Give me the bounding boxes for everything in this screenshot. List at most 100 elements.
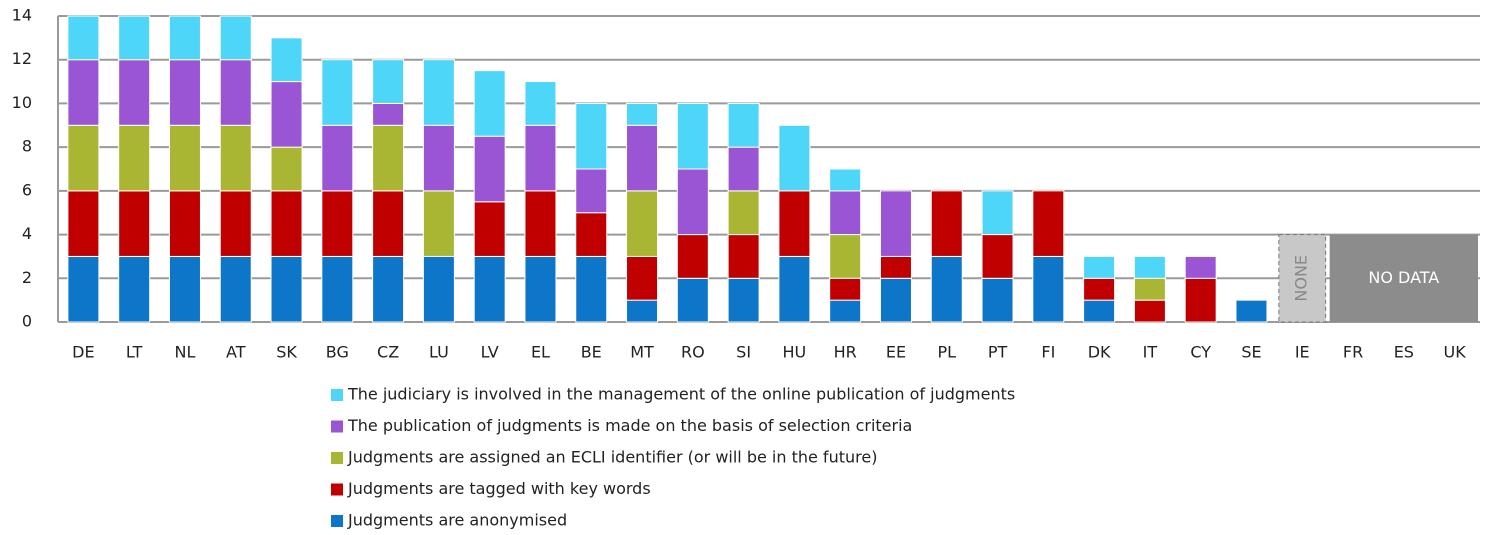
bar-segment (829, 168, 862, 192)
bar-segment (473, 135, 506, 203)
bar-segment (270, 81, 303, 148)
bar-segment (270, 255, 303, 323)
bar-segment (981, 277, 1014, 323)
bar-segment (372, 190, 405, 257)
bar-segment (575, 255, 608, 323)
bar-segment (626, 124, 659, 192)
bar-segment (676, 102, 709, 170)
x-tick-label: CY (1190, 343, 1211, 362)
bar-segment (219, 255, 252, 323)
x-tick-label: DK (1088, 343, 1111, 362)
legend-label: Judgments are anonymised (347, 511, 567, 530)
bar-segment (829, 299, 862, 323)
x-tick-label: SK (276, 343, 297, 362)
x-tick-label: FR (1343, 343, 1363, 362)
x-tick-label: EE (886, 343, 906, 362)
bar-segment (879, 255, 912, 279)
bar-segment (1184, 255, 1217, 279)
bar-segment (219, 59, 252, 126)
x-tick-label: ES (1394, 343, 1414, 362)
bar-segment (727, 277, 760, 323)
bar-segment (321, 190, 354, 257)
x-tick-label: UK (1444, 343, 1467, 362)
x-tick-label: LU (429, 343, 449, 362)
bar-segment (575, 168, 608, 214)
bar-segment (676, 168, 709, 236)
x-tick-label: BG (326, 343, 349, 362)
annotation-box (1329, 234, 1478, 322)
bar-segment (1083, 277, 1116, 301)
x-tick-label: HR (834, 343, 857, 362)
bar-segment (727, 146, 760, 192)
bar-segment (473, 255, 506, 323)
bar-segment (727, 190, 760, 236)
bar-segment (422, 59, 455, 126)
x-tick-label: NL (175, 343, 196, 362)
bar-segment (473, 70, 506, 137)
bar-segment (676, 234, 709, 279)
annotation-box (1278, 234, 1327, 323)
bar-segment (473, 201, 506, 257)
x-tick-label: IE (1295, 343, 1310, 362)
bar-segment (1184, 277, 1217, 323)
bar-segment (981, 190, 1014, 236)
legend-label: Judgments are tagged with key words (347, 479, 651, 498)
x-tick-label: LT (126, 343, 143, 362)
y-tick-label: 8 (22, 137, 32, 156)
y-tick-label: 4 (22, 224, 32, 243)
bar-segment (778, 190, 811, 257)
bar-segment (118, 255, 151, 323)
y-tick-label: 0 (22, 312, 32, 331)
bar-segment (1133, 255, 1166, 279)
bar-segment (626, 190, 659, 257)
bar-segment (879, 277, 912, 323)
annotation-label: NONE (1292, 255, 1311, 302)
bar-segment (372, 124, 405, 192)
bar-segment (829, 190, 862, 236)
bar-segment (626, 255, 659, 301)
bar-segment (321, 59, 354, 126)
bar-segment (930, 190, 963, 257)
bar-segment (1235, 299, 1268, 323)
y-tick-label: 10 (12, 93, 32, 112)
bar-segment (67, 124, 100, 192)
bar-segment (321, 255, 354, 323)
x-tick-label: SE (1241, 343, 1261, 362)
bar-segment (1133, 277, 1166, 301)
annotation-label: NO DATA (1368, 268, 1439, 287)
bar-segment (575, 212, 608, 257)
bar-segment (879, 190, 912, 257)
bar-segment (118, 59, 151, 126)
legend-swatch (331, 389, 343, 401)
bar-segment (270, 37, 303, 83)
bar-segment (727, 234, 760, 279)
bar-segment (829, 234, 862, 279)
bar-segment (168, 15, 201, 61)
bar-segment (67, 15, 100, 61)
bar-segment (270, 190, 303, 257)
legend-swatch (331, 452, 343, 464)
bar-segment (118, 190, 151, 257)
bar-segment (1032, 190, 1065, 257)
legend-label: The judiciary is involved in the managem… (347, 385, 1015, 404)
x-tick-label: DE (72, 343, 94, 362)
x-tick-label: AT (226, 343, 246, 362)
bar-segment (219, 124, 252, 192)
bar-segment (930, 255, 963, 323)
bar-segment (168, 190, 201, 257)
x-tick-label: PT (988, 343, 1008, 362)
bar-segment (372, 255, 405, 323)
bar-segment (626, 299, 659, 323)
x-tick-label: PL (937, 343, 956, 362)
bar-segment (270, 146, 303, 192)
x-tick-label: BE (581, 343, 602, 362)
y-tick-label: 6 (22, 180, 32, 199)
bar-segment (372, 102, 405, 126)
x-tick-label: HU (783, 343, 807, 362)
bar-segment (524, 81, 557, 126)
bar-segment (67, 255, 100, 323)
x-tick-label: RO (681, 343, 705, 362)
bar-segment (626, 102, 659, 126)
bar-segment (168, 124, 201, 192)
